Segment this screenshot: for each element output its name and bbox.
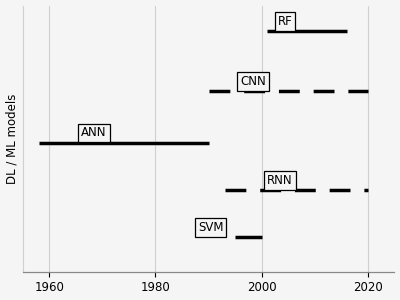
- Text: RNN: RNN: [267, 174, 293, 187]
- Text: CNN: CNN: [240, 75, 266, 88]
- Y-axis label: DL / ML models: DL / ML models: [6, 94, 18, 184]
- Text: RF: RF: [278, 15, 292, 28]
- Text: SVM: SVM: [198, 221, 224, 234]
- Text: ANN: ANN: [81, 127, 107, 140]
